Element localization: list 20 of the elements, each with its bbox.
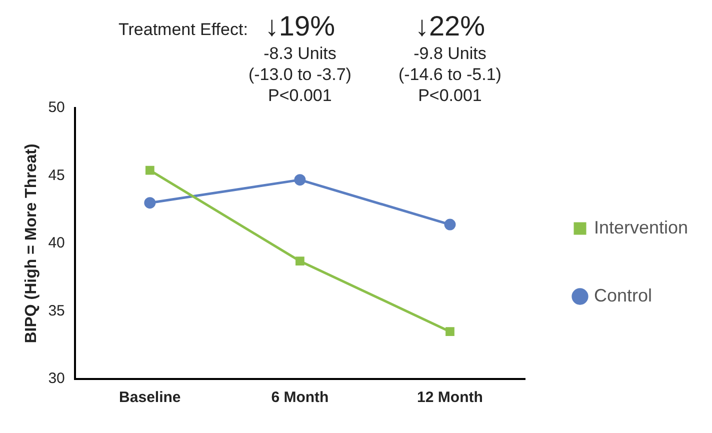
y-tick-label: 50 — [48, 99, 65, 116]
legend-label: Intervention — [594, 217, 688, 238]
point — [145, 166, 154, 175]
point — [446, 327, 454, 336]
y-tick-label: 45 — [48, 166, 65, 184]
point — [444, 218, 456, 230]
text: Treatment Effect: — [118, 20, 248, 40]
y-tick-label: 40 — [48, 234, 65, 252]
y-tick-label: 35 — [48, 302, 65, 320]
legend-label: Control — [594, 285, 652, 306]
text: ↓22% -9.8 Units (-14.6 to -5.1) P<0.001 — [398, 10, 502, 106]
point — [294, 174, 306, 186]
x-tick-label: 12 Month — [417, 389, 483, 406]
y-tick-label: 30 — [48, 370, 65, 388]
point — [144, 197, 156, 209]
y-axis-title: BIPQ (High = More Threat) — [23, 144, 40, 344]
text: ↓19% -8.3 Units (-13.0 to -3.7) P<0.001 — [248, 10, 352, 106]
x-tick-label: Baseline — [119, 389, 181, 406]
x-tick-label: 6 Month — [271, 389, 329, 406]
point — [296, 256, 304, 266]
